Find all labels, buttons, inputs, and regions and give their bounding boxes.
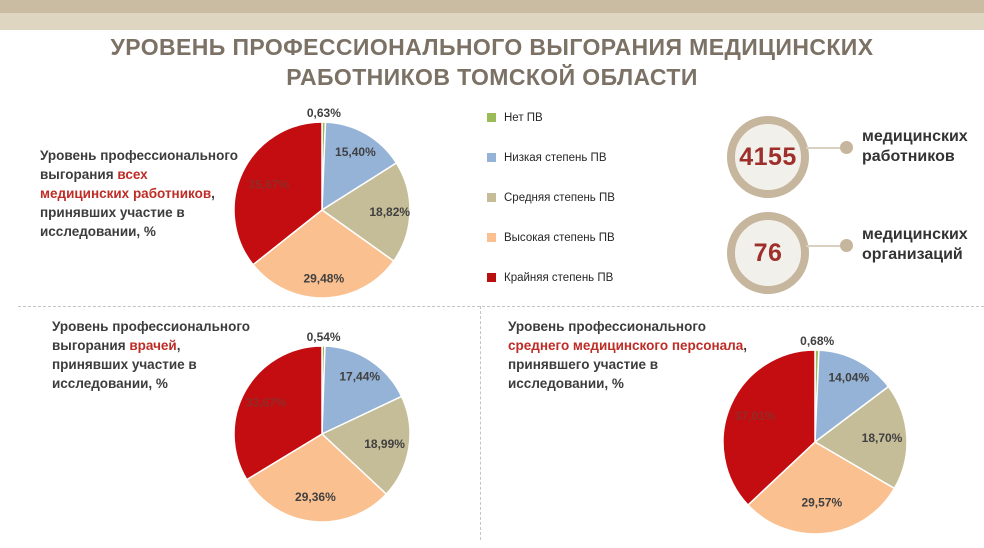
pie-value-label: 0,54% [307,330,341,344]
pie-value-label: 18,70% [862,431,903,445]
pie-value-label: 15,40% [335,145,376,159]
legend-label: Высокая степень ПВ [504,231,615,244]
pie-value-label: 29,48% [303,272,344,286]
legend-swatch-icon [487,153,496,162]
legend-swatch-icon [487,193,496,202]
page-title-line2: РАБОТНИКОВ ТОМСКОЙ ОБЛАСТИ [286,64,698,90]
stat-circle-medical-organizations: 76 [727,212,809,294]
legend-label: Низкая степень ПВ [504,151,607,164]
pie-slice-4 [747,441,896,535]
stat-label-medical-organizations: медицинских организаций [862,225,968,265]
caption-text: Уровень профессионального выгорания [40,148,239,182]
stat-label-line2: работников [862,148,955,165]
legend-swatch-icon [487,113,496,122]
legend-label: Средняя степень ПВ [504,191,615,204]
pie-value-label: 18,82% [369,205,410,219]
caption-text: , принявшего участие в исследовании, % [508,338,748,391]
pie-value-label: 17,44% [339,370,380,384]
pie-slice-3 [814,385,908,490]
section-divider-vertical [480,306,481,540]
stat-connector-dot-icon [840,141,853,154]
pie-slice-2 [321,345,403,435]
page-title-line1: УРОВЕНЬ ПРОФЕССИОНАЛЬНОГО ВЫГОРАНИЯ МЕДИ… [110,34,874,60]
caption-text: Уровень профессионального [508,319,707,334]
pie-value-label: 29,57% [801,495,842,509]
caption-all-medical-workers: Уровень профессионального выгорания всех… [40,146,250,241]
stat-value: 4155 [739,142,797,171]
pie-slice-5 [233,121,323,266]
legend-item-low-degree: Низкая степень ПВ [487,151,615,164]
pie-slice-4 [252,209,395,299]
caption-text: , принявших участие в исследовании, % [52,338,197,391]
legend-label: Нет ПВ [504,111,543,124]
pie-value-label: 0,68% [800,334,834,348]
stat-label-line1: медицинских [862,128,968,145]
pie-value-label: 35,67% [249,177,290,191]
pie-value-label: 14,04% [828,371,869,385]
pie-slice-2 [814,349,890,443]
pie-slice-3 [321,162,411,262]
pie-value-label: 33,67% [246,396,287,410]
stat-label-line2: организаций [862,246,963,263]
legend-swatch-icon [487,233,496,242]
legend-item-no-burnout: Нет ПВ [487,111,615,124]
section-divider-horizontal [18,306,984,307]
pie-slice-5 [722,349,816,506]
pie-slice-4 [245,433,388,523]
legend-label: Крайняя степень ПВ [504,271,614,284]
stat-label-medical-workers: медицинских работников [862,127,968,167]
top-accent-bar-dark [0,0,984,13]
pie-slice-3 [321,395,411,495]
caption-doctors: Уровень профессионального выгорания врач… [52,317,272,393]
pie-chart-doctors: 0,54% 17,44% 18,99% 29,36% 33,67% [233,330,411,523]
pie-value-label: 29,36% [295,490,336,504]
caption-text: Уровень профессионального выгорания [52,319,251,353]
caption-highlight: среднего медицинского персонала [508,338,744,353]
pie-value-label: 0,63% [307,106,341,120]
pie-slice-5 [233,345,323,481]
pie-slice-2 [321,121,398,211]
stat-connector-line [806,147,842,149]
page-title: УРОВЕНЬ ПРОФЕССИОНАЛЬНОГО ВЫГОРАНИЯ МЕДИ… [0,32,984,92]
stat-connector-line [806,245,842,247]
pie-chart-all-medical-workers: 0,63% 15,40% 18,82% 29,48% 35,67% [233,106,411,299]
legend-item-medium-degree: Средняя степень ПВ [487,191,615,204]
pie-chart-nursing-staff: 0,68% 14,04% 18,70% 29,57% 37,01% [722,334,908,535]
top-accent-bar-light [0,13,984,30]
pie-value-label: 18,99% [364,437,405,451]
stat-circle-medical-workers: 4155 [727,116,809,198]
caption-text: , принявших участие в исследовании, % [40,186,215,239]
caption-highlight: врачей [129,338,177,353]
pie-value-label: 37,01% [735,409,776,423]
caption-highlight: всех медицинских работников [40,167,212,201]
legend: Нет ПВ Низкая степень ПВ Средняя степень… [487,111,615,311]
stat-connector-dot-icon [840,239,853,252]
caption-nursing-staff: Уровень профессионального среднего медиц… [508,317,768,393]
stat-value: 76 [753,238,783,267]
legend-swatch-icon [487,273,496,282]
stat-label-line1: медицинских [862,226,968,243]
legend-item-extreme-degree: Крайняя степень ПВ [487,271,615,284]
legend-item-high-degree: Высокая степень ПВ [487,231,615,244]
